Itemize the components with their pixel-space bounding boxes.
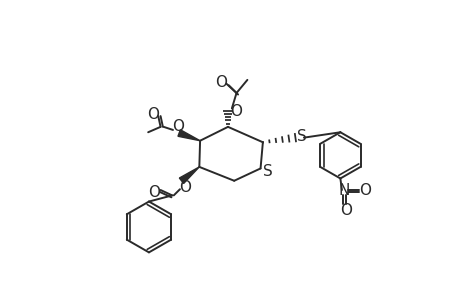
Text: O: O <box>172 118 184 134</box>
Text: O: O <box>358 183 370 198</box>
Text: O: O <box>229 104 241 119</box>
Text: N: N <box>338 183 349 198</box>
Text: O: O <box>214 76 227 91</box>
Text: O: O <box>148 185 160 200</box>
Text: S: S <box>296 129 306 144</box>
Polygon shape <box>178 130 200 141</box>
Text: O: O <box>179 180 191 195</box>
Text: O: O <box>340 202 352 217</box>
Text: O: O <box>147 107 159 122</box>
Polygon shape <box>179 167 199 184</box>
Text: S: S <box>262 164 272 179</box>
